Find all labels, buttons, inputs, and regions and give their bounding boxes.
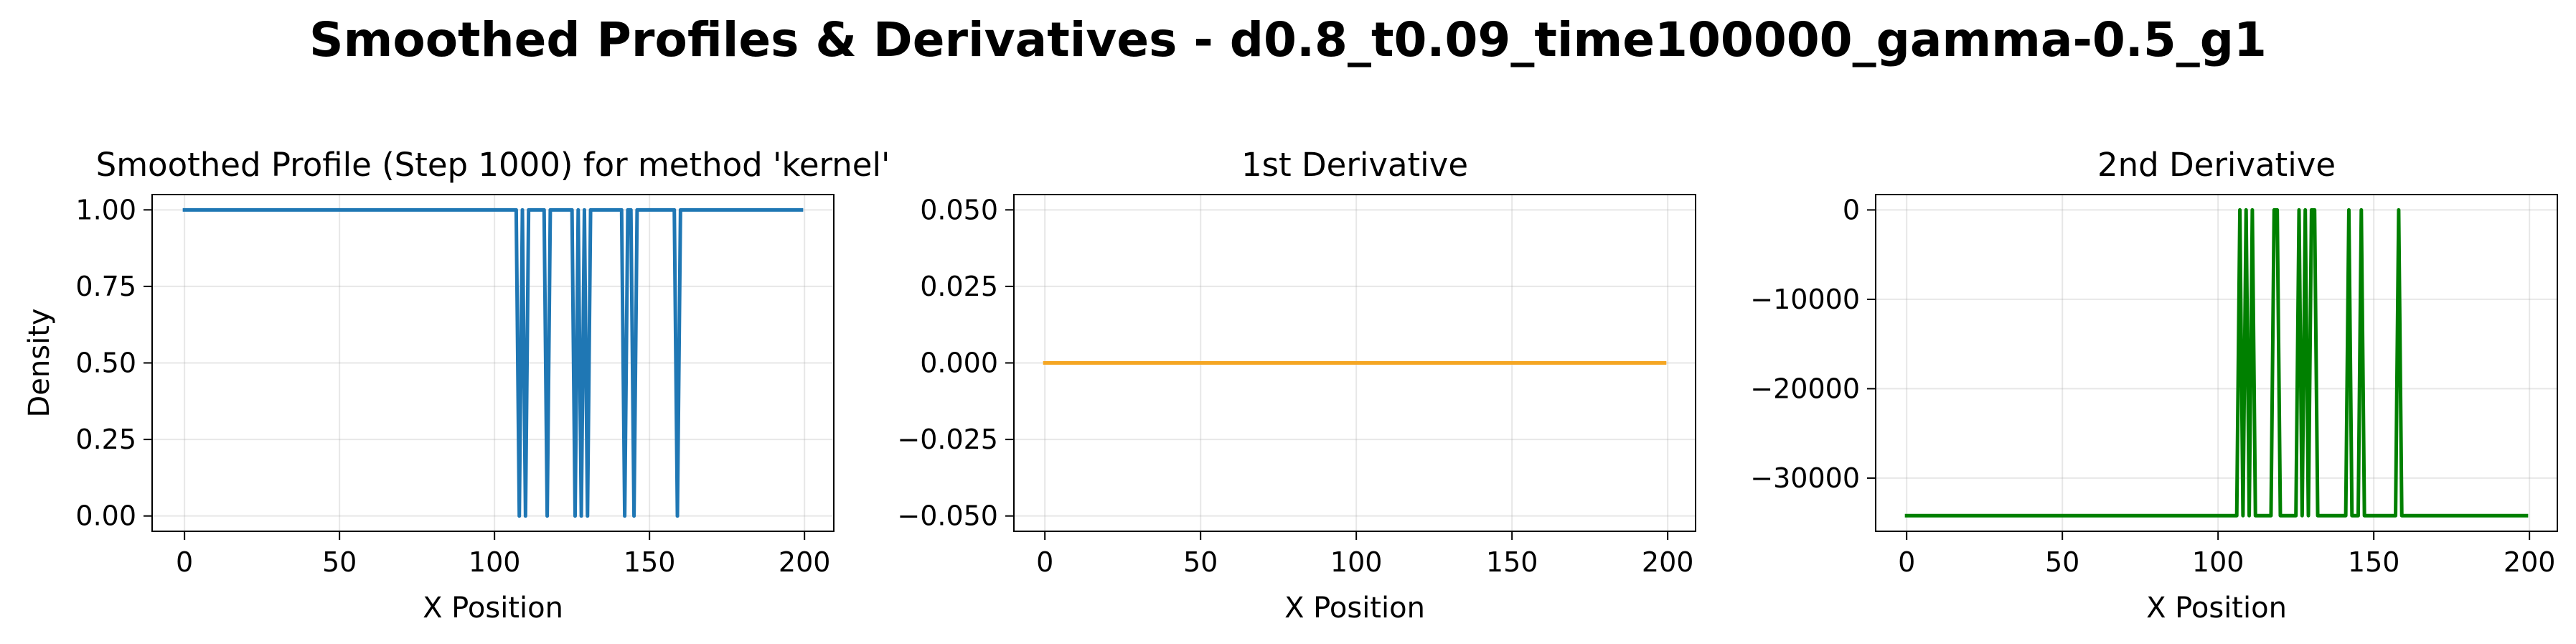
smoothed-profile-x-tick-label: 100: [469, 546, 521, 578]
second-derivative-x-tick-label: 50: [2045, 546, 2079, 578]
smoothed-profile-x-tick-label: 150: [624, 546, 676, 578]
first-derivative-x-axis-label: X Position: [1284, 592, 1425, 625]
second-derivative-x-tick-label: 200: [2504, 546, 2556, 578]
smoothed-profile-y-tick-label: 0.50: [75, 347, 136, 379]
second-derivative-y-tick-label: −30000: [1750, 462, 1860, 494]
first-derivative-x-tick-label: 200: [1642, 546, 1694, 578]
first-derivative-y-tick-label: −0.025: [897, 424, 998, 455]
first-derivative-y-tick-label: −0.050: [897, 500, 998, 532]
smoothed-profile-y-tick-label: 0.00: [75, 500, 136, 532]
smoothed-profile-title: Smoothed Profile (Step 1000) for method …: [96, 146, 890, 184]
first-derivative-y-tick-label: 0.000: [920, 347, 998, 379]
second-derivative-y-tick-label: −10000: [1750, 284, 1860, 315]
smoothed-profile-x-tick-label: 200: [779, 546, 831, 578]
second-derivative-title: 2nd Derivative: [2097, 146, 2336, 184]
smoothed-profile-y-axis-label: Density: [23, 308, 56, 417]
smoothed-profile-y-tick-label: 0.75: [75, 271, 136, 302]
smoothed-profile-x-tick-label: 0: [176, 546, 193, 578]
subplot-second-derivative: 0 50 100 150 200 −30000 −20000 −10000 0 2nd Deriv…: [1750, 146, 2558, 625]
smoothed-profile-y-tick-label: 0.25: [75, 424, 136, 455]
second-derivative-series-line: [1904, 207, 2529, 518]
second-derivative-x-tick-label: 100: [2192, 546, 2244, 578]
smoothed-profile-x-axis-label: X Position: [423, 592, 563, 625]
second-derivative-x-tick-label: 150: [2348, 546, 2400, 578]
subplot-smoothed-profile: 0 50 100 150 200 0.00 0.25 0.50 0.75 1.00 Smoothed…: [23, 146, 890, 625]
second-derivative-y-tick-label: 0: [1843, 194, 1860, 225]
figure-suptitle: Smoothed Profiles & Derivatives - d0.8_t…: [309, 12, 2267, 67]
smoothed-profile-x-tick-label: 50: [322, 546, 357, 578]
second-derivative-x-axis-label: X Position: [2146, 592, 2287, 625]
second-derivative-x-tick-label: 0: [1898, 546, 1915, 578]
second-derivative-y-tick-label: −20000: [1750, 373, 1860, 404]
smoothed-profile-series-line: [182, 207, 804, 518]
first-derivative-x-tick-label: 100: [1330, 546, 1383, 578]
first-derivative-x-tick-label: 150: [1486, 546, 1538, 578]
first-derivative-title: 1st Derivative: [1241, 146, 1468, 184]
smoothed-profile-y-tick-label: 1.00: [75, 194, 136, 225]
first-derivative-x-tick-label: 0: [1036, 546, 1053, 578]
first-derivative-y-tick-label: 0.025: [920, 271, 998, 302]
subplot-first-derivative: 0 50 100 150 200 −0.050 −0.025 0.000 0.025 0.050 1…: [897, 146, 1696, 625]
first-derivative-y-tick-label: 0.050: [920, 194, 998, 225]
second-derivative-axes-frame: [1875, 194, 2558, 532]
first-derivative-x-tick-label: 50: [1183, 546, 1218, 578]
